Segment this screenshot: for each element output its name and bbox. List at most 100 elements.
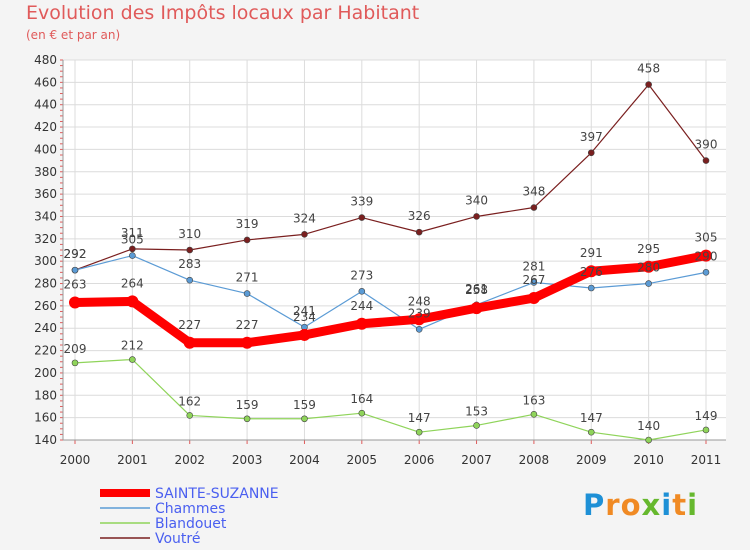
y-tick-label: 460 [34, 75, 57, 89]
data-point [69, 296, 81, 309]
data-point [473, 213, 480, 220]
data-point [129, 245, 136, 253]
data-point [358, 288, 366, 295]
y-tick-label: 480 [34, 53, 57, 67]
logo-letter: t [672, 488, 688, 522]
data-point [530, 279, 538, 286]
data-label: 283 [178, 257, 201, 271]
data-label: 153 [465, 404, 488, 418]
data-label: 241 [293, 304, 316, 318]
data-point [301, 231, 308, 238]
data-point [71, 266, 79, 274]
y-tick-label: 420 [34, 120, 57, 134]
data-label: 292 [64, 247, 87, 261]
data-point [129, 252, 136, 259]
data-point [587, 428, 595, 436]
data-label: 339 [350, 195, 373, 209]
logo-letter: i [661, 488, 673, 522]
data-label: 311 [121, 226, 144, 240]
data-point [642, 260, 655, 273]
y-tick-label: 400 [34, 142, 57, 156]
data-point [243, 290, 251, 297]
data-point [530, 204, 538, 211]
data-label: 305 [121, 233, 144, 247]
data-point [473, 422, 480, 429]
data-label: 163 [522, 393, 545, 407]
data-point [530, 410, 538, 418]
x-tick-label: 2004 [289, 453, 320, 467]
data-label: 295 [637, 242, 660, 256]
data-label: 319 [236, 217, 259, 231]
logo-letter: P [583, 488, 606, 522]
data-point [527, 292, 540, 305]
data-label: 147 [408, 411, 431, 425]
data-point [298, 328, 311, 341]
chart-subtitle: (en € et par an) [26, 28, 121, 42]
y-tick-label: 180 [34, 388, 57, 402]
data-point [358, 409, 366, 417]
data-label: 244 [350, 299, 373, 313]
data-point [413, 313, 426, 326]
series-line-sainte-suzanne [70, 251, 711, 348]
chart-title: Evolution des Impôts locaux par Habitant [26, 2, 420, 24]
data-label: 258 [465, 283, 488, 297]
data-point [645, 436, 652, 444]
x-tick-label: 2000 [60, 453, 91, 467]
data-label: 248 [408, 294, 431, 308]
data-label: 159 [293, 398, 316, 412]
y-tick-label: 280 [34, 277, 57, 291]
y-tick-label: 320 [34, 232, 57, 246]
data-point [702, 269, 710, 276]
data-label: 264 [121, 276, 144, 290]
data-label: 292 [64, 247, 87, 261]
y-tick-label: 160 [34, 411, 57, 425]
y-tick-label: 300 [34, 254, 57, 268]
series-line-chammes [74, 254, 707, 330]
y-tick-label: 340 [34, 209, 57, 223]
data-label: 140 [637, 419, 660, 433]
data-label: 348 [522, 185, 545, 199]
data-point [183, 336, 196, 349]
data-label: 212 [121, 339, 144, 353]
data-label: 305 [695, 231, 718, 245]
data-point [415, 428, 423, 436]
data-label: 271 [236, 271, 259, 285]
y-tick-label: 360 [34, 187, 57, 201]
data-label: 261 [465, 282, 488, 296]
data-label: 280 [637, 261, 660, 275]
data-point [585, 265, 598, 278]
legend-label: Chammes [155, 501, 225, 517]
data-point [702, 426, 710, 434]
y-tick-label: 200 [34, 366, 57, 380]
data-point [645, 280, 652, 287]
data-label: 291 [580, 246, 603, 260]
logo-letter: r [605, 488, 621, 522]
data-label: 273 [350, 268, 373, 282]
x-tick-label: 2003 [232, 453, 263, 467]
data-point [700, 249, 712, 262]
data-point [186, 246, 194, 254]
data-label: 263 [64, 278, 87, 292]
y-tick-label: 240 [34, 321, 57, 335]
data-label: 162 [178, 394, 201, 408]
legend-label: Blandouet [155, 516, 227, 532]
data-point [241, 336, 254, 349]
data-point [301, 415, 308, 423]
x-tick-label: 2002 [174, 453, 205, 467]
data-point [587, 149, 595, 157]
x-tick-label: 2009 [576, 453, 607, 467]
y-tick-label: 260 [34, 299, 57, 313]
data-point [415, 228, 423, 236]
x-tick-label: 2008 [519, 453, 550, 467]
logo-letter: o [620, 488, 642, 522]
data-point [645, 81, 652, 88]
data-label: 164 [350, 392, 373, 406]
data-label: 227 [236, 318, 259, 332]
data-label: 276 [580, 265, 603, 279]
data-label: 159 [236, 398, 259, 412]
y-tick-label: 380 [34, 165, 57, 179]
x-tick-label: 2005 [347, 453, 378, 467]
legend-label: SAINTE-SUZANNE [155, 486, 279, 502]
data-label: 234 [293, 310, 316, 324]
